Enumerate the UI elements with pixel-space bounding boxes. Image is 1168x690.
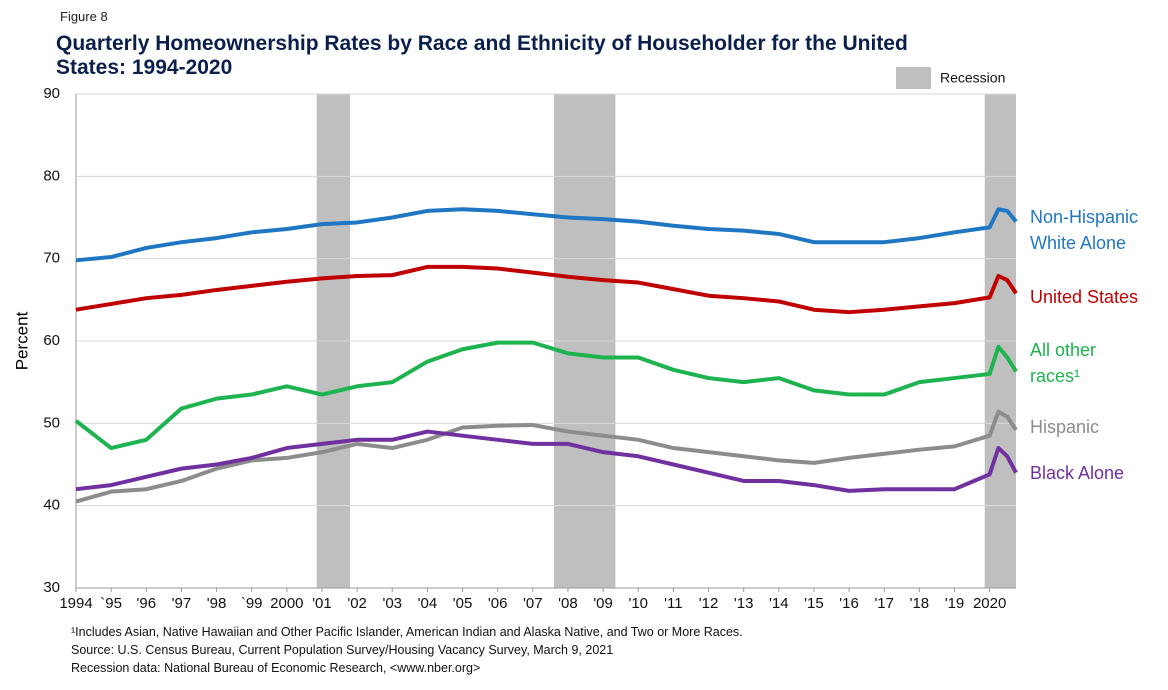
series-line	[75, 207, 1018, 263]
x-tick-label: '96	[136, 595, 156, 612]
series-line	[74, 340, 1018, 451]
series-label: All other races¹	[1030, 340, 1097, 386]
x-tick-label: '04	[418, 595, 438, 612]
x-tick-label: 2020	[973, 595, 1006, 612]
footnote: Source: U.S. Census Bureau, Current Popu…	[71, 643, 614, 657]
x-tick-label: 2000	[270, 595, 303, 612]
footnote: Recession data: National Bureau of Econo…	[71, 661, 481, 675]
series-line	[75, 409, 1018, 504]
y-axis-title: Percent	[12, 311, 31, 370]
x-tick-label: '18	[910, 595, 930, 612]
x-tick-label: '14	[769, 595, 789, 612]
x-tick-label: '10	[628, 595, 648, 612]
y-tick-label: 70	[43, 250, 60, 267]
x-tick-label: '19	[945, 595, 965, 612]
y-tick-label: 30	[43, 579, 60, 596]
x-tick-label: '13	[734, 595, 754, 612]
y-tick-label: 50	[43, 414, 60, 431]
x-tick-label: '16	[839, 595, 859, 612]
x-tick-label: '08	[558, 595, 578, 612]
series-line	[75, 264, 1018, 315]
x-tick-label: '07	[523, 595, 543, 612]
x-tick-label: 1994	[59, 595, 92, 612]
footnote: ¹Includes Asian, Native Hawaiian and Oth…	[71, 625, 743, 639]
x-tick-label: '98	[207, 595, 227, 612]
chart-title: Quarterly Homeownership Rates by Race an…	[56, 32, 908, 79]
series-label: Hispanic	[1030, 417, 1100, 437]
series-label: United States	[1030, 287, 1139, 307]
legend-swatch	[896, 67, 931, 89]
x-tick-label: '17	[874, 595, 894, 612]
x-tick-label: '15	[804, 595, 824, 612]
y-tick-label: 90	[43, 85, 60, 102]
x-tick-label: '06	[488, 595, 508, 612]
x-tick-label: `95	[100, 595, 122, 612]
legend-label: Recession	[940, 70, 1005, 86]
x-tick-label: '02	[347, 595, 367, 612]
x-tick-label: `99	[241, 595, 263, 612]
x-tick-label: '09	[593, 595, 613, 612]
x-tick-label: '05	[453, 595, 473, 612]
x-tick-label: '01	[312, 595, 332, 612]
x-tick-label: '97	[172, 595, 192, 612]
y-tick-label: 40	[43, 497, 60, 514]
y-tick-label: 60	[43, 332, 60, 349]
x-tick-label: '03	[382, 595, 402, 612]
y-tick-label: 80	[43, 167, 60, 184]
x-tick-label: '12	[699, 595, 719, 612]
x-tick-label: '11	[664, 595, 682, 612]
series-label: Non-Hispanic White Alone	[1030, 207, 1139, 253]
figure-label: Figure 8	[60, 9, 108, 24]
series-label: Black Alone	[1030, 463, 1125, 483]
series-line	[75, 429, 1018, 493]
